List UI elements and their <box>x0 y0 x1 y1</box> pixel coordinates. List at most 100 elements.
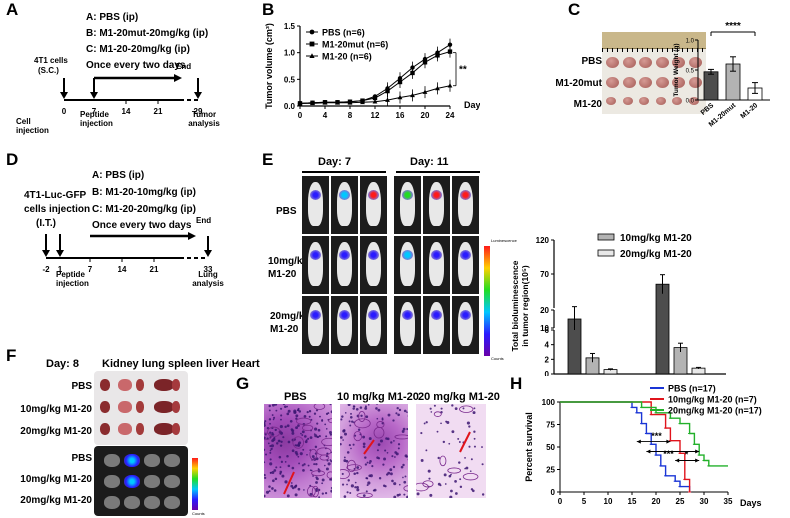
tumor-sample <box>639 97 649 105</box>
b-point <box>360 99 365 105</box>
row-f2-20: 20mg/kg M1-20 <box>20 495 92 506</box>
tumor-sample <box>688 77 702 88</box>
b-legend-marker <box>309 53 315 58</box>
b-ytick: 1.0 <box>284 49 296 58</box>
b-legend-label: M1-20 (n=6) <box>322 52 372 62</box>
timeline-a: 0 7 14 21 29 <box>60 74 203 116</box>
g-title-pbs: PBS <box>284 391 307 403</box>
organ-ivis-sample <box>164 454 180 467</box>
row-pbs: PBS <box>581 56 602 67</box>
organ-ivis-sample <box>104 475 120 488</box>
group-c-m120: C: M1-20-20mg/kg (ip) <box>86 44 190 55</box>
e-ytick: 10 <box>540 324 549 333</box>
survival-chart: 0 25 50 75 100 0 5 10 15 20 25 30 35 Days Percent surv… <box>524 384 762 509</box>
peptide-injection-label-d: Peptide injection <box>56 270 89 288</box>
organ-sample <box>136 423 144 435</box>
e-ytick: 0 <box>545 370 550 376</box>
scale-unit-f: Counts <box>192 511 205 516</box>
organ-sample <box>118 401 132 413</box>
organ-sample <box>136 379 144 391</box>
g-title-20: 20 mg/kg M1-20 <box>418 391 500 403</box>
it-label: (I.T.) <box>36 218 56 229</box>
b-point <box>322 100 328 105</box>
row-m120: M1-20 <box>573 99 602 110</box>
day11-header: Day: 11 <box>410 156 449 168</box>
b-point <box>447 83 453 88</box>
b-point <box>397 94 403 100</box>
he-stain-pbs <box>264 404 332 498</box>
b-ytick: 1.5 <box>284 22 296 31</box>
mouse-image <box>360 176 387 234</box>
b-point <box>435 53 440 58</box>
organ-ivis-sample <box>104 496 120 509</box>
h-significance: *** <box>663 449 674 459</box>
row-f-pbs: PBS <box>71 381 92 392</box>
h-ytick: 50 <box>546 443 555 452</box>
b-xtick: 24 <box>446 111 455 120</box>
e-legend-label: 10mg/kg M1-20 <box>620 233 692 244</box>
tumor-sample <box>606 77 619 88</box>
group-b-mut: B: M1-20mut-20mg/kg (ip) <box>86 28 209 39</box>
h-ytick: 100 <box>542 398 556 407</box>
tumor-sample <box>655 97 666 105</box>
h-xtick: 5 <box>582 497 587 506</box>
tumor-sample <box>672 77 685 88</box>
tumor-sample <box>606 97 616 105</box>
tumor-volume-chart: 0.0 0.5 1.0 1.5 0 4 8 12 16 20 24 Days Tumor volume … <box>264 22 480 120</box>
e-legend-label: 20mg/kg M1-20 <box>620 249 692 260</box>
day7-header: Day: 7 <box>318 156 352 168</box>
organ-sample <box>154 423 174 435</box>
panel-letter-b: B <box>262 0 275 19</box>
b-point <box>372 99 378 104</box>
h-xtick: 15 <box>628 497 637 506</box>
row-f2-10: 10mg/kg M1-20 <box>20 474 92 485</box>
row-e-10: 10mg/kg M1-20 <box>268 256 309 280</box>
organ-ivis-sample <box>144 475 160 488</box>
mouse-image <box>394 296 421 354</box>
row-f-20: 20mg/kg M1-20 <box>20 426 92 437</box>
organ-ivis-sample <box>144 454 160 467</box>
tick-1: 1 <box>58 265 63 274</box>
c-significance: **** <box>725 21 741 32</box>
c-xtick: PBS <box>700 102 716 117</box>
h-legend-label: 10mg/kg M1-20 (n=7) <box>668 395 757 405</box>
organ-photo <box>94 371 188 445</box>
c-xtick: M1-20 <box>740 102 760 120</box>
b-legend-label: M1-20mut (n=6) <box>322 40 388 50</box>
h-xtick: 0 <box>558 497 563 506</box>
row-f2-pbs: PBS <box>71 453 92 464</box>
day8-label: Day: 8 <box>46 358 80 370</box>
b-point <box>385 88 390 94</box>
tick-7: 7 <box>92 107 97 116</box>
organ-sample <box>172 379 180 391</box>
mouse-image <box>423 296 450 354</box>
e-ytick: 70 <box>540 270 549 279</box>
row-e-pbs: PBS <box>276 206 297 217</box>
group-c-20-d: C: M1-20-20mg/kg (ip) <box>92 204 196 215</box>
b-point <box>310 100 315 106</box>
b-xtick: 8 <box>348 111 353 120</box>
h-xtick: 25 <box>676 497 685 506</box>
organ-sample <box>118 379 132 391</box>
c-bar <box>703 71 719 101</box>
h-xtick: 35 <box>724 497 733 506</box>
tumor-sample <box>622 97 633 105</box>
luc-cells-label: 4T1-Luc-GFP <box>24 190 87 201</box>
row-e-20: 20mg/kg M1-20 <box>270 311 311 335</box>
panel-letter-d: D <box>6 150 19 169</box>
group-b-10-d: B: M1-20-10mg/kg (ip) <box>92 187 196 198</box>
mouse-image <box>331 176 358 234</box>
h-significance: *** <box>651 431 662 441</box>
mouse-image <box>331 236 358 294</box>
tick-21-d: 21 <box>150 265 159 274</box>
organs-label: Kidney lung spleen liver Heart <box>102 358 260 370</box>
h-xtick: 30 <box>700 497 709 506</box>
mouse-image <box>302 296 329 354</box>
mouse-image <box>331 296 358 354</box>
b-legend-marker <box>309 29 315 35</box>
e-ytick: 20 <box>540 306 549 315</box>
h-ylabel: Percent survival <box>524 412 534 482</box>
h-ytick: 0 <box>551 488 556 497</box>
b-point <box>335 100 340 105</box>
